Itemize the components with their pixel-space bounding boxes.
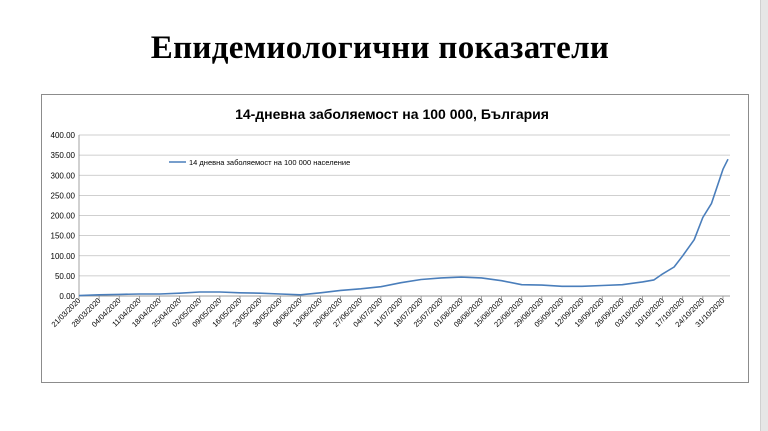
series-line — [78, 158, 729, 297]
chart-title: 14-дневна заболяемост на 100 000, Българ… — [235, 106, 549, 122]
y-tick-label: 150.00 — [51, 232, 76, 241]
slide-title: Епидемиологични показатели — [150, 30, 610, 66]
line-chart: 14-дневна заболяемост на 100 000, Българ… — [50, 106, 730, 329]
legend-label: 14 дневна заболяемост на 100 000 населен… — [189, 158, 350, 167]
slide-edge — [760, 0, 768, 431]
y-tick-label: 200.00 — [51, 212, 76, 221]
y-axis-ticks: 0.00 50.00 100.00 150.00 200.00 250.00 300.00 3… — [51, 131, 76, 301]
x-axis-ticks: 21/03/202028/03/202004/04/202011/04/2020… — [50, 296, 726, 329]
chart-legend: 14 дневна заболяемост на 100 000 населен… — [169, 158, 350, 167]
y-tick-label: 300.00 — [51, 171, 76, 180]
chart-frame: 14-дневна заболяемост на 100 000, Българ… — [41, 94, 749, 383]
y-tick-label: 0.00 — [59, 292, 75, 301]
y-tick-label: 400.00 — [51, 131, 76, 140]
chart-grid — [78, 134, 730, 297]
y-tick-label: 350.00 — [51, 151, 76, 160]
chart-series — [78, 158, 729, 297]
y-tick-label: 100.00 — [51, 252, 76, 261]
y-tick-label: 50.00 — [55, 272, 76, 281]
y-tick-label: 250.00 — [51, 191, 76, 200]
